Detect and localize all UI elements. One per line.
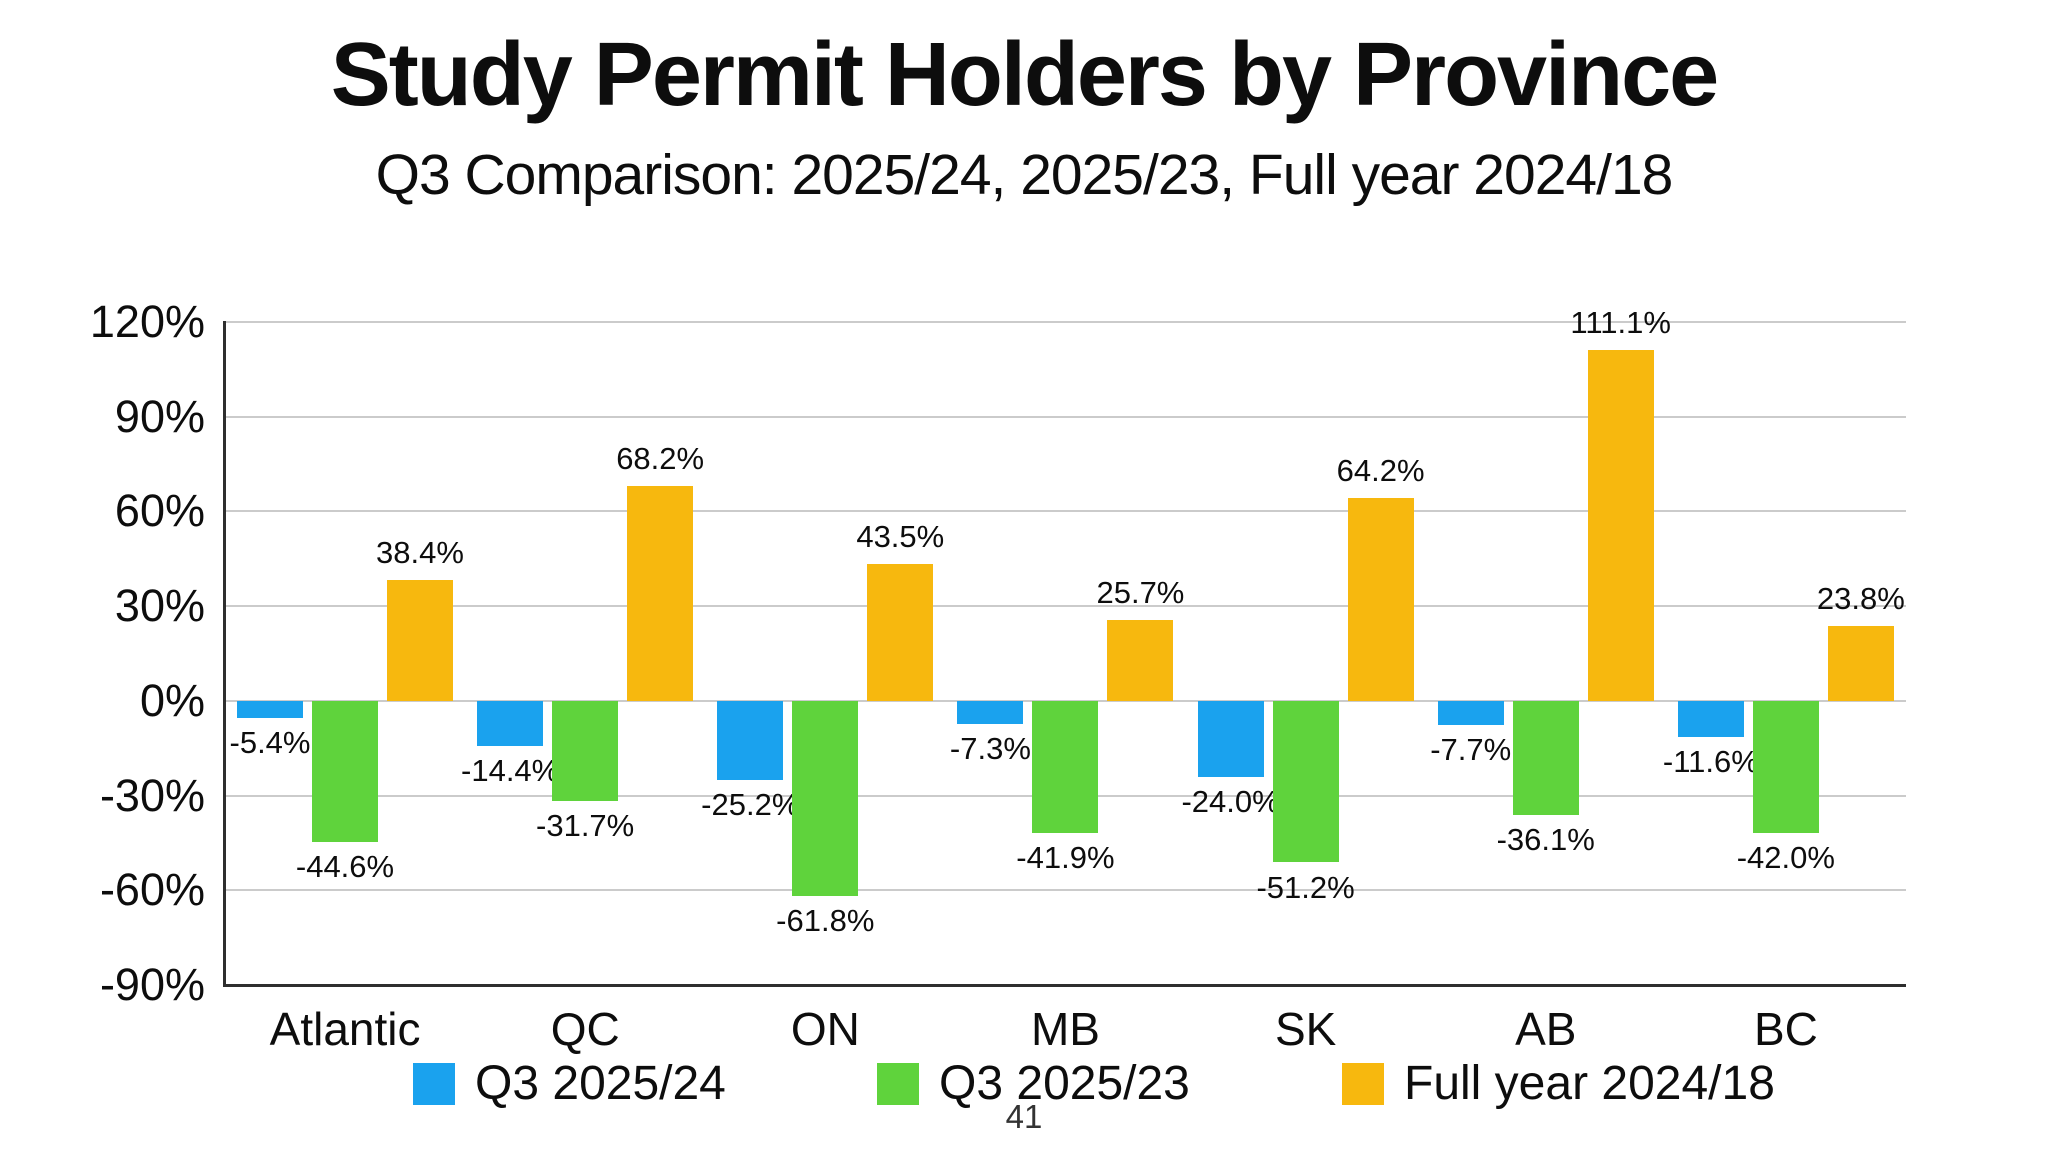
- bar-value-label: -36.1%: [1496, 821, 1595, 857]
- gridline: [225, 510, 1906, 513]
- bar-value-label: -11.6%: [1662, 744, 1759, 780]
- x-axis-category-label: BC: [1753, 1003, 1818, 1055]
- bar: [387, 579, 453, 701]
- bar-value-label: -25.2%: [701, 787, 800, 823]
- x-axis-line: [223, 984, 1906, 987]
- y-axis-tick-label: -90%: [99, 959, 205, 1010]
- bar: [867, 563, 934, 701]
- gridline: [225, 889, 1906, 892]
- y-axis-line: [223, 321, 226, 987]
- bar-value-label: -14.4%: [461, 753, 560, 789]
- bar: [1677, 700, 1744, 738]
- bar-value-label: -24.0%: [1181, 783, 1280, 819]
- bar-value-label: -42.0%: [1736, 840, 1835, 876]
- bar-value-label: -7.7%: [1430, 732, 1512, 768]
- bar-value-label: 38.4%: [376, 534, 464, 570]
- bar-value-label: -61.8%: [776, 902, 875, 938]
- y-axis-tick-label: -30%: [99, 769, 205, 821]
- page-number: 41: [1005, 1098, 1043, 1135]
- legend-item-label: Full year 2024/18: [1404, 1057, 1775, 1110]
- bar: [1437, 700, 1504, 726]
- legend-swatch: [877, 1063, 919, 1105]
- bar: [552, 700, 619, 801]
- bar-value-label: -44.6%: [295, 848, 395, 884]
- bar-value-label: -51.2%: [1256, 869, 1355, 905]
- bar: [1032, 700, 1099, 834]
- bar-value-label: -5.4%: [229, 724, 311, 760]
- x-axis-category-label: MB: [1030, 1003, 1100, 1055]
- bar: [792, 700, 859, 896]
- bar-value-label: 25.7%: [1096, 574, 1185, 610]
- x-axis-category-label: AB: [1515, 1003, 1577, 1055]
- bar: [1347, 498, 1414, 701]
- bar: [1272, 700, 1339, 863]
- y-axis-tick-label: 120%: [89, 296, 205, 347]
- y-axis-tick-label: 0%: [139, 674, 205, 726]
- x-axis-category-label: SK: [1274, 1003, 1337, 1055]
- bar-value-label: 111.1%: [1570, 305, 1671, 341]
- legend-swatch: [413, 1063, 455, 1105]
- bar: [1827, 625, 1894, 701]
- bar-value-label: 43.5%: [856, 518, 945, 554]
- bar: [1107, 619, 1174, 701]
- chart-title: Study Permit Holders by Province: [330, 25, 1719, 125]
- chart-subtitle: Q3 Comparison: 2025/24, 2025/23, Full ye…: [375, 143, 1674, 207]
- bar-value-label: 23.8%: [1816, 580, 1905, 616]
- gridline: [225, 415, 1906, 418]
- bar-value-label: 68.2%: [616, 440, 705, 476]
- bar: [312, 700, 378, 842]
- bar: [957, 700, 1024, 724]
- bar-value-label: -31.7%: [536, 807, 635, 843]
- x-axis-category-label: QC: [550, 1003, 620, 1055]
- bar: [477, 700, 544, 747]
- y-axis-tick-label: 90%: [114, 390, 205, 442]
- bar: [627, 485, 694, 701]
- y-axis-tick-label: 60%: [114, 485, 205, 537]
- legend-item-label: Q3 2025/23: [939, 1057, 1190, 1110]
- x-axis-category-label: Atlantic: [269, 1003, 421, 1055]
- y-axis-tick-label: -60%: [99, 864, 205, 916]
- bar: [1197, 700, 1264, 777]
- bar: [1587, 350, 1654, 701]
- bar-value-label: 64.2%: [1336, 453, 1425, 489]
- legend-swatch: [1342, 1063, 1384, 1105]
- bar: [237, 700, 303, 718]
- legend-item-label: Q3 2025/24: [475, 1057, 726, 1110]
- x-axis-category-label: ON: [790, 1003, 860, 1055]
- bar: [717, 700, 784, 781]
- y-axis-tick-label: 30%: [114, 580, 205, 632]
- bar: [1512, 700, 1579, 815]
- gridline: [225, 321, 1906, 323]
- bar: [1752, 700, 1819, 834]
- bar-value-label: -7.3%: [949, 730, 1031, 766]
- bar-value-label: -41.9%: [1016, 840, 1115, 876]
- gridline: [225, 605, 1906, 608]
